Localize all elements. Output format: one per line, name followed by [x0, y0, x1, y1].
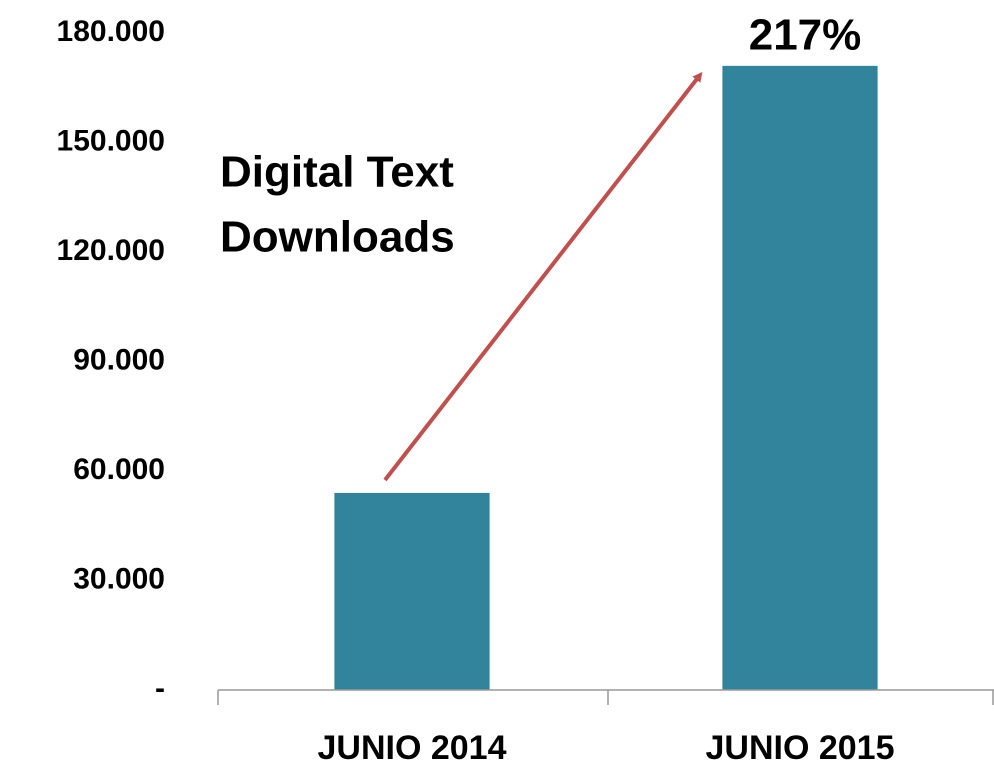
growth-label: 217%: [749, 11, 862, 60]
y-tick-label: 90.000: [73, 343, 165, 376]
y-tick-label: -: [155, 672, 165, 705]
x-tick-label: JUNIO 2014: [318, 729, 507, 767]
x-tick-label: JUNIO 2015: [706, 729, 895, 767]
growth-arrow: [383, 71, 703, 482]
y-tick-label: 30.000: [73, 562, 165, 595]
y-tick-label: 150.000: [57, 124, 165, 157]
annotation: Downloads: [220, 213, 455, 262]
y-tick-label: 180.000: [57, 15, 165, 48]
bar: [722, 65, 878, 691]
y-tick-label: 60.000: [73, 453, 165, 486]
annotation: Digital Text: [220, 148, 454, 197]
bar: [334, 492, 490, 690]
y-tick-label: 120.000: [57, 234, 165, 267]
